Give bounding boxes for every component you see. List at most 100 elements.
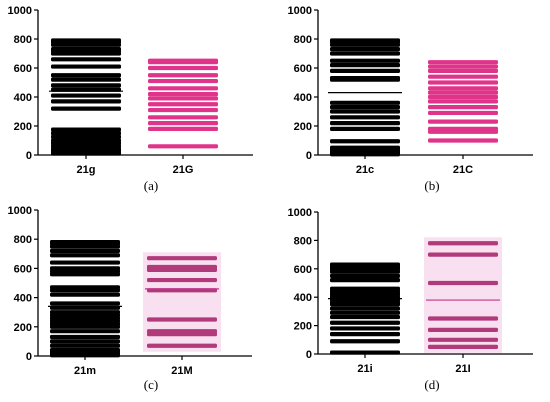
category-label: 21M <box>171 365 192 377</box>
category-label: 21I <box>455 363 470 375</box>
data-point <box>330 51 400 56</box>
data-point <box>51 106 121 111</box>
data-point <box>148 92 218 97</box>
data-point <box>330 38 400 43</box>
data-point <box>50 343 120 348</box>
data-point <box>428 99 498 104</box>
data-point <box>428 74 498 79</box>
data-point <box>147 256 217 261</box>
data-point <box>330 68 400 73</box>
data-point <box>147 343 217 348</box>
data-point <box>330 115 400 120</box>
data-point <box>50 292 120 297</box>
panel-label: (b) <box>424 178 439 193</box>
data-point <box>330 76 400 81</box>
chart-panel-d: 0 200 400 600 800 1000 21i 21I (d) <box>288 207 533 392</box>
data-point <box>428 337 498 342</box>
data-point <box>330 126 400 131</box>
y-tick-label: 1000 <box>288 207 312 219</box>
y-tick-label: 600 <box>294 63 312 75</box>
data-point <box>330 278 400 283</box>
data-point <box>50 339 120 344</box>
panel-label: (d) <box>424 377 439 392</box>
data-point <box>148 86 218 91</box>
data-point <box>330 286 400 291</box>
data-point <box>428 344 498 349</box>
data-point <box>330 310 400 315</box>
data-point <box>50 285 120 290</box>
data-point <box>51 57 121 62</box>
y-tick-label: 200 <box>14 121 32 133</box>
data-point <box>428 105 498 110</box>
data-point <box>147 317 217 322</box>
data-point <box>50 310 120 315</box>
data-point <box>428 280 498 286</box>
data-point <box>50 248 120 253</box>
y-tick-label: 800 <box>294 235 312 247</box>
data-point <box>51 138 121 143</box>
data-point <box>148 121 218 126</box>
category-label: 21c <box>356 164 374 176</box>
data-point <box>148 115 218 120</box>
data-point <box>428 94 498 100</box>
y-tick-label: 200 <box>294 321 312 333</box>
data-point <box>147 329 217 334</box>
y-tick-label: 0 <box>26 351 32 363</box>
data-point <box>330 47 400 52</box>
y-tick-label: 400 <box>294 92 312 104</box>
data-point <box>51 64 121 69</box>
data-point <box>51 93 121 98</box>
data-point <box>50 253 120 258</box>
data-point <box>330 58 400 63</box>
data-point <box>51 77 121 82</box>
data-point <box>428 241 498 246</box>
y-tick-label: 600 <box>14 263 32 275</box>
y-tick-label: 800 <box>14 34 32 46</box>
data-point <box>148 107 218 113</box>
category-label: 21g <box>77 164 96 176</box>
data-point <box>428 316 498 321</box>
data-point <box>330 121 400 126</box>
data-point <box>50 266 120 271</box>
data-point <box>428 68 498 73</box>
data-point <box>148 102 218 107</box>
data-point <box>51 47 121 52</box>
category-label: 21i <box>357 363 372 375</box>
data-point <box>428 80 498 85</box>
data-point <box>147 277 217 283</box>
y-tick-label: 600 <box>294 264 312 276</box>
y-tick-label: 1000 <box>8 5 32 17</box>
data-point <box>148 96 218 101</box>
data-point <box>428 138 498 143</box>
data-point <box>428 60 498 65</box>
data-point <box>330 145 400 150</box>
y-tick-label: 1000 <box>288 5 312 17</box>
data-point <box>428 119 498 124</box>
data-point <box>50 348 120 353</box>
data-point <box>50 240 120 245</box>
data-point <box>51 99 121 104</box>
y-tick-label: 800 <box>294 34 312 46</box>
chart-panel-a: 0 200 400 600 800 1000 21g 21G (a) <box>8 5 253 193</box>
data-point <box>428 327 498 332</box>
data-point <box>50 301 120 306</box>
data-point <box>51 73 121 78</box>
y-tick-label: 400 <box>294 292 312 304</box>
data-point <box>50 329 120 334</box>
data-point <box>330 350 400 355</box>
data-point <box>50 260 120 265</box>
data-point <box>148 58 218 63</box>
data-point <box>428 126 498 131</box>
y-tick-label: 200 <box>14 322 32 334</box>
data-point <box>330 326 400 331</box>
data-point <box>330 262 400 267</box>
data-point <box>330 314 400 320</box>
chart-panel-c: 0 200 400 600 800 1000 21m 21M (c) <box>8 205 252 392</box>
data-point <box>428 86 498 91</box>
data-point <box>148 73 218 78</box>
data-point <box>330 332 400 337</box>
y-tick-label: 400 <box>14 92 32 104</box>
data-point <box>428 64 498 69</box>
data-point <box>330 139 400 144</box>
